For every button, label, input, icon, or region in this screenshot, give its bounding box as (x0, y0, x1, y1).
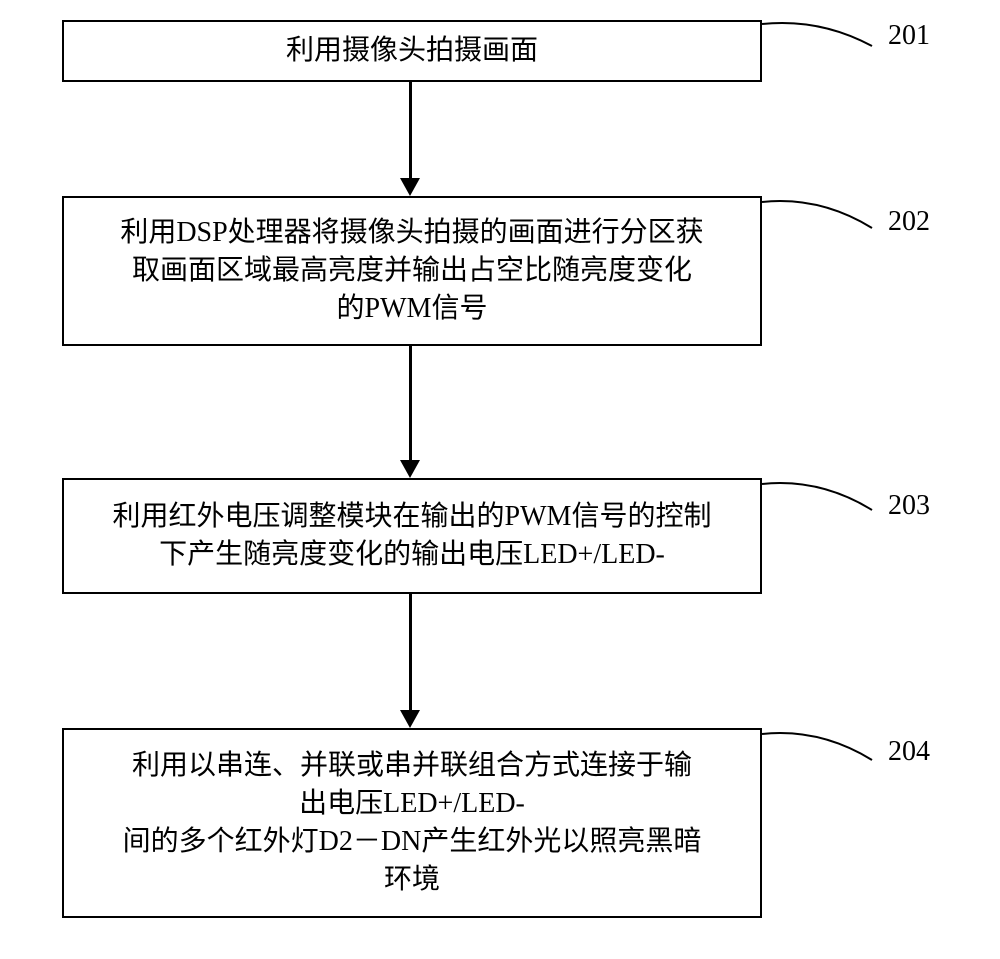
line: 利用摄像头拍摄画面 (286, 32, 538, 70)
step-label-202: 202 (888, 206, 930, 238)
arrow-1-shaft (409, 82, 412, 178)
flow-node-3: 利用红外电压调整模块在输出的PWM信号的控制 下产生随亮度变化的输出电压LED+… (62, 478, 762, 594)
arrow-2-head (400, 460, 420, 478)
arrow-2-shaft (409, 346, 412, 460)
line: 利用DSP处理器将摄像头拍摄的画面进行分区获 (120, 214, 703, 252)
line: 利用红外电压调整模块在输出的PWM信号的控制 (113, 498, 712, 536)
flow-node-4-text: 利用以串连、并联或串并联组合方式连接于输 出电压LED+/LED- 间的多个红外… (123, 747, 702, 898)
line: 利用以串连、并联或串并联组合方式连接于输 (123, 747, 702, 785)
flow-node-1: 利用摄像头拍摄画面 (62, 20, 762, 82)
flow-node-1-text: 利用摄像头拍摄画面 (286, 32, 538, 70)
line: 环境 (123, 861, 702, 899)
step-label-203: 203 (888, 490, 930, 522)
line: 间的多个红外灯D2－DN产生红外光以照亮黑暗 (123, 823, 702, 861)
line: 取画面区域最高亮度并输出占空比随亮度变化 (120, 252, 703, 290)
arrow-3-head (400, 710, 420, 728)
arrow-3-shaft (409, 594, 412, 710)
step-label-201: 201 (888, 20, 930, 52)
flow-node-2-text: 利用DSP处理器将摄像头拍摄的画面进行分区获 取画面区域最高亮度并输出占空比随亮… (120, 214, 703, 327)
line: 的PWM信号 (120, 290, 703, 328)
flow-node-4: 利用以串连、并联或串并联组合方式连接于输 出电压LED+/LED- 间的多个红外… (62, 728, 762, 918)
line: 出电压LED+/LED- (123, 785, 702, 823)
flow-node-3-text: 利用红外电压调整模块在输出的PWM信号的控制 下产生随亮度变化的输出电压LED+… (113, 498, 712, 574)
line: 下产生随亮度变化的输出电压LED+/LED- (113, 536, 712, 574)
step-label-204: 204 (888, 736, 930, 768)
arrow-1-head (400, 178, 420, 196)
flow-node-2: 利用DSP处理器将摄像头拍摄的画面进行分区获 取画面区域最高亮度并输出占空比随亮… (62, 196, 762, 346)
